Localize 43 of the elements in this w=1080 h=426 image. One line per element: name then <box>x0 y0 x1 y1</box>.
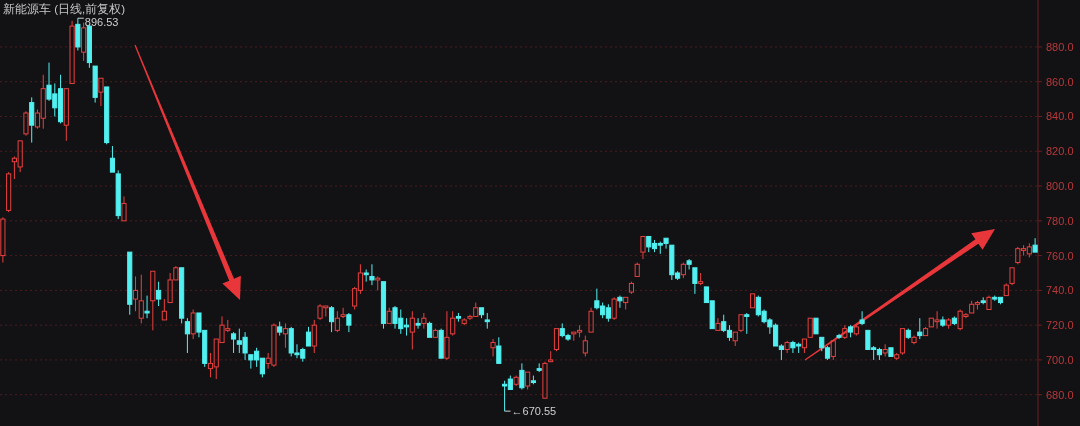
candlestick <box>369 263 375 286</box>
y-tick-label: 740.0 <box>1046 284 1074 297</box>
candlestick <box>686 258 692 271</box>
y-tick-label: 880.0 <box>1046 40 1074 53</box>
candlestick <box>132 275 139 312</box>
y-tick-label: 800.0 <box>1046 180 1074 193</box>
chart-title: 新能源车 (日线,前复权) <box>3 2 126 15</box>
candlestick <box>444 310 450 361</box>
y-tick-label: 760.0 <box>1046 249 1074 262</box>
candlestick <box>375 275 381 291</box>
candlestick <box>23 110 29 137</box>
candlestick <box>144 295 150 319</box>
candlestick <box>340 307 346 319</box>
annotation: ←670.55 <box>511 405 557 418</box>
candlestick <box>490 338 496 357</box>
y-tick-label: 680.0 <box>1046 388 1074 401</box>
y-tick-label: 700.0 <box>1046 353 1074 366</box>
candlestick <box>911 335 917 345</box>
candlestick <box>617 295 623 309</box>
candlestick <box>450 310 456 337</box>
candlestick <box>519 362 525 390</box>
candlestick <box>455 312 462 323</box>
y-tick-label: 820.0 <box>1046 145 1074 158</box>
y-tick-label: 720.0 <box>1046 319 1074 332</box>
candlestick <box>29 96 35 144</box>
candlestick <box>346 312 352 333</box>
candlestick <box>75 17 81 51</box>
candlestick <box>115 169 121 220</box>
candlestick <box>409 310 415 350</box>
y-tick-label: 780.0 <box>1046 214 1074 227</box>
annotation: 896.53 <box>84 16 119 29</box>
candlestick <box>415 317 421 330</box>
candlestick <box>421 312 427 330</box>
candlestick <box>0 216 6 264</box>
candlestick <box>836 333 842 340</box>
candlestick <box>940 315 946 328</box>
y-tick-label: 840.0 <box>1046 110 1074 123</box>
candlestick <box>513 375 519 387</box>
candlestick <box>184 317 190 354</box>
candlestick <box>859 310 865 326</box>
candlestick <box>917 317 923 340</box>
y-tick-label: 860.0 <box>1046 75 1074 88</box>
candlestick <box>282 322 289 349</box>
